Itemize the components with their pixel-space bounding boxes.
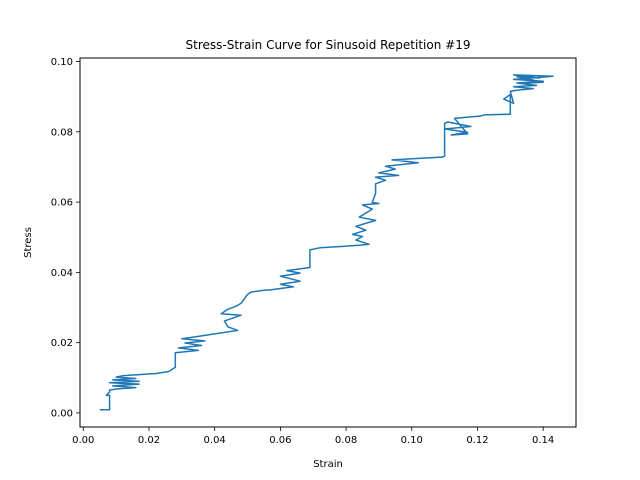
x-tick-label: 0.06 (269, 435, 291, 446)
plot-area (79, 57, 577, 428)
y-tick-label: 0.06 (51, 198, 73, 209)
chart-title: Stress-Strain Curve for Sinusoid Repetit… (186, 38, 471, 52)
y-tick-label: 0.00 (51, 408, 73, 419)
axes-frame (79, 57, 577, 428)
x-axis-label: Strain (313, 459, 343, 470)
data-layer (99, 74, 554, 411)
y-tick-label: 0.08 (51, 127, 73, 138)
x-tick-label: 0.02 (138, 435, 160, 446)
y-tick-label: 0.02 (51, 338, 73, 349)
x-axis: 0.00 0.02 0.04 0.06 0.08 0.10 0.12 0.14 (72, 427, 554, 446)
x-tick-label: 0.12 (466, 435, 488, 446)
series-line-0 (99, 74, 554, 411)
x-tick-label: 0.00 (72, 435, 94, 446)
x-tick-label: 0.14 (532, 435, 554, 446)
y-tick-label: 0.04 (51, 268, 73, 279)
y-axis-label: Stress (23, 227, 34, 258)
y-axis: 0.00 0.02 0.04 0.06 0.08 0.10 (51, 57, 80, 419)
x-tick-label: 0.10 (401, 435, 423, 446)
y-tick-label: 0.10 (51, 57, 73, 68)
x-tick-label: 0.08 (335, 435, 357, 446)
x-tick-label: 0.04 (204, 435, 226, 446)
